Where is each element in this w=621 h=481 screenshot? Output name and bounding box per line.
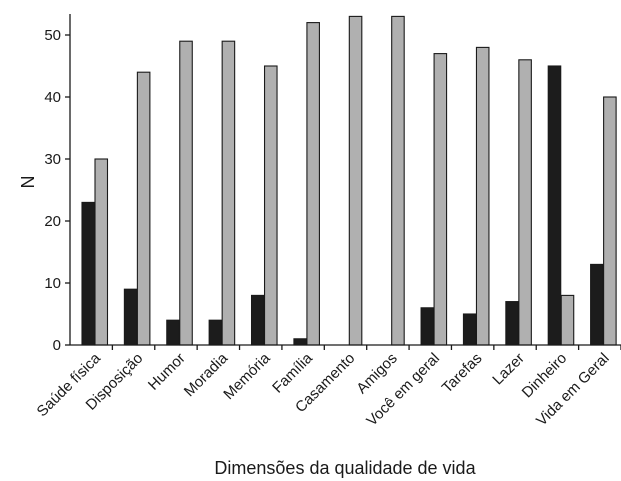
bar-series-1 xyxy=(420,307,435,346)
bar-series-1 xyxy=(166,319,180,346)
bar-series-1 xyxy=(81,201,96,346)
bar-series-2 xyxy=(433,53,448,346)
x-tick-label: Tarefas xyxy=(439,350,486,397)
y-tick-label: 10 xyxy=(44,275,61,292)
bar-series-1 xyxy=(590,263,604,346)
bar-series-2 xyxy=(518,59,532,346)
bar-series-1 xyxy=(123,288,138,346)
y-tick-label: 30 xyxy=(44,151,61,168)
bar-series-1 xyxy=(505,301,519,346)
bar-series-2 xyxy=(221,40,236,346)
bar-series-2 xyxy=(348,15,363,346)
y-tick-label: 0 xyxy=(53,337,61,354)
y-tick-label: 40 xyxy=(44,89,61,106)
bar-series-2 xyxy=(560,294,575,346)
bar-series-2 xyxy=(475,46,490,346)
bar-series-2 xyxy=(179,40,193,346)
y-tick-label: 20 xyxy=(44,213,61,230)
y-tick-label: 50 xyxy=(44,27,61,44)
bar-series-1 xyxy=(293,338,307,346)
y-ticks: 0 10 20 30 40 50 xyxy=(44,27,70,354)
bar-series-1 xyxy=(208,319,223,346)
bar-series-2 xyxy=(391,15,405,346)
bar-series-1 xyxy=(462,313,477,346)
bar-series-2 xyxy=(603,96,617,346)
axes xyxy=(69,14,621,346)
bars xyxy=(81,15,617,346)
x-axis-title: Dimensões da qualidade de vida xyxy=(214,458,476,478)
x-tick-label: Memória xyxy=(220,349,274,403)
bar-series-1 xyxy=(547,65,562,346)
x-tick-label: Lazer xyxy=(489,350,528,389)
bar-series-1 xyxy=(250,294,265,346)
bar-series-2 xyxy=(94,158,109,346)
y-axis-title: N xyxy=(18,176,38,189)
x-ticks: Saúde físicaDisposiçãoHumorMoradiaMemóri… xyxy=(34,345,621,430)
bar-series-2 xyxy=(136,71,151,346)
x-tick-label: Você em geral xyxy=(363,350,443,430)
bar-series-2 xyxy=(306,22,320,346)
bar-series-2 xyxy=(263,65,278,346)
